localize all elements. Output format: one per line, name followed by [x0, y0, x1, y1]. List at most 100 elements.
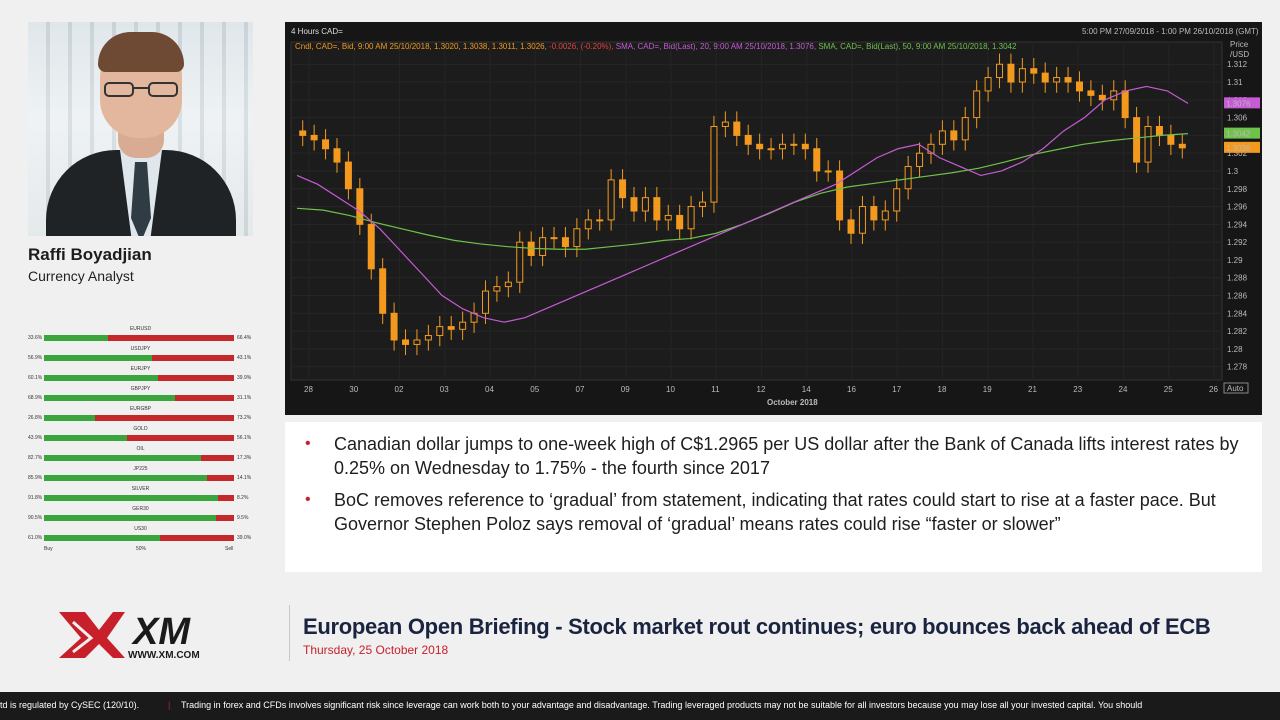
candle-body: [561, 237, 569, 248]
legend-sma50: SMA, CAD=, Bid(Last), 50, 9:00 AM 25/10/…: [818, 42, 1017, 51]
x-tick-label: 26: [1209, 385, 1218, 394]
sentiment-buy-pct: 60.1%: [28, 375, 43, 381]
candle-body: [938, 130, 946, 145]
sentiment-sell-pct: 9.5%: [237, 515, 249, 521]
sentiment-buy-fill: [44, 515, 216, 521]
candle-body: [424, 335, 432, 341]
sentiment-sell-pct: 14.1%: [237, 475, 252, 481]
x-tick-label: 18: [938, 385, 947, 394]
x-tick-label: 19: [983, 385, 992, 394]
sentiment-bar: [44, 495, 234, 501]
candle-body: [630, 197, 638, 212]
y-tick-label: 1.306: [1227, 114, 1248, 123]
sentiment-buy-pct: 61.0%: [28, 535, 43, 541]
y-tick-label: 1.29: [1227, 256, 1243, 265]
candle-body: [1121, 90, 1129, 119]
ticker-left-text: td is regulated by CySEC (120/10).: [0, 700, 140, 710]
sentiment-sell-pct: 73.2%: [237, 415, 252, 421]
candle-body: [493, 286, 501, 292]
candle-body: [539, 237, 547, 256]
sentiment-buy-fill: [44, 455, 202, 461]
candle-body: [961, 117, 969, 141]
sentiment-instrument: EURGBP: [129, 406, 152, 412]
candle-body: [607, 179, 615, 221]
presenter-video: [28, 22, 253, 236]
sentiment-instrument: OIL: [136, 446, 145, 452]
sentiment-buy-fill: [44, 355, 153, 361]
xm-logo: XM WWW.XM.COM: [55, 608, 215, 664]
candle-body: [516, 241, 524, 283]
candle-body: [481, 290, 489, 314]
y-tick-label: 1.288: [1227, 274, 1248, 283]
sentiment-row: US30 61.0% 39.0%: [28, 526, 253, 546]
candle-body: [299, 130, 307, 136]
sentiment-buy-fill: [44, 495, 219, 501]
footer-divider: [289, 605, 290, 661]
sentiment-bar: [44, 435, 234, 441]
candle-body: [858, 206, 866, 234]
candle-body: [893, 188, 901, 212]
candle-body: [710, 126, 718, 203]
chart-title: 4 Hours CAD=: [291, 27, 343, 36]
sentiment-buy-pct: 82.7%: [28, 455, 43, 461]
sentiment-row: OIL 82.7% 17.3%: [28, 446, 253, 466]
y-axis-title-line2: /USD: [1230, 50, 1249, 59]
candle-body: [550, 237, 558, 240]
candle-body: [584, 219, 592, 230]
candle-body: [1133, 117, 1141, 163]
candle-body: [1007, 63, 1015, 83]
x-tick-label: 03: [440, 385, 449, 394]
sentiment-row: EURGBP 26.8% 73.2%: [28, 406, 253, 426]
sentiment-buy-pct: 33.6%: [28, 335, 43, 341]
sentiment-instrument: GOLD: [133, 426, 148, 432]
candle-body: [824, 170, 832, 173]
candle-body: [1167, 134, 1175, 145]
x-tick-label: 17: [892, 385, 901, 394]
candle-body: [870, 206, 878, 221]
candle-body: [596, 219, 604, 222]
sentiment-buy-fill: [44, 335, 108, 341]
chart-legend: Cndl, CAD=, Bid, 9:00 AM 25/10/2018, 1.3…: [295, 42, 1017, 51]
candle-body: [436, 326, 444, 337]
sentiment-buy-pct: 91.8%: [28, 495, 43, 501]
x-tick-label: 07: [576, 385, 585, 394]
candle-body: [1178, 143, 1186, 149]
sentiment-sell-pct: 39.9%: [237, 375, 252, 381]
x-tick-label: 04: [485, 385, 494, 394]
candle-body: [641, 197, 649, 212]
candle-body: [790, 143, 798, 146]
sentiment-bar: [44, 535, 234, 541]
x-tick-label: 09: [621, 385, 630, 394]
sentiment-sell-pct: 39.0%: [237, 535, 252, 541]
candle-body: [413, 339, 421, 345]
sentiment-instrument: US30: [134, 526, 147, 532]
chart-header-bg: [285, 22, 1262, 40]
candle-body: [778, 143, 786, 150]
bullet-text: BoC removes reference to ‘gradual’ from …: [334, 490, 1216, 534]
x-tick-label: 12: [757, 385, 766, 394]
sentiment-instrument: SILVER: [131, 486, 150, 492]
candle-body: [653, 197, 661, 221]
x-tick-label: 28: [304, 385, 313, 394]
sentiment-bar: [44, 395, 234, 401]
disclaimer-ticker: td is regulated by CySEC (120/10). | Tra…: [0, 692, 1280, 720]
candle-body: [996, 63, 1004, 79]
candle-body: [721, 121, 729, 128]
sentiment-sell-pct: 56.1%: [237, 435, 252, 441]
sentiment-bar: [44, 415, 234, 421]
candle-body: [573, 228, 581, 248]
price-tag: [1224, 127, 1260, 139]
sentiment-buy-pct: 85.9%: [28, 475, 43, 481]
bullet-marker: •: [305, 491, 311, 508]
x-tick-label: 25: [1164, 385, 1173, 394]
sentiment-bar: [44, 455, 234, 461]
candle-body: [904, 166, 912, 190]
x-tick-label: 10: [666, 385, 675, 394]
sentiment-buy-fill: [44, 375, 159, 381]
candle-body: [916, 152, 924, 168]
candle-body: [333, 148, 341, 163]
candle-body: [447, 326, 455, 330]
candle-body: [813, 148, 821, 172]
candle-body: [1041, 72, 1049, 83]
x-tick-label: 11: [711, 385, 720, 394]
